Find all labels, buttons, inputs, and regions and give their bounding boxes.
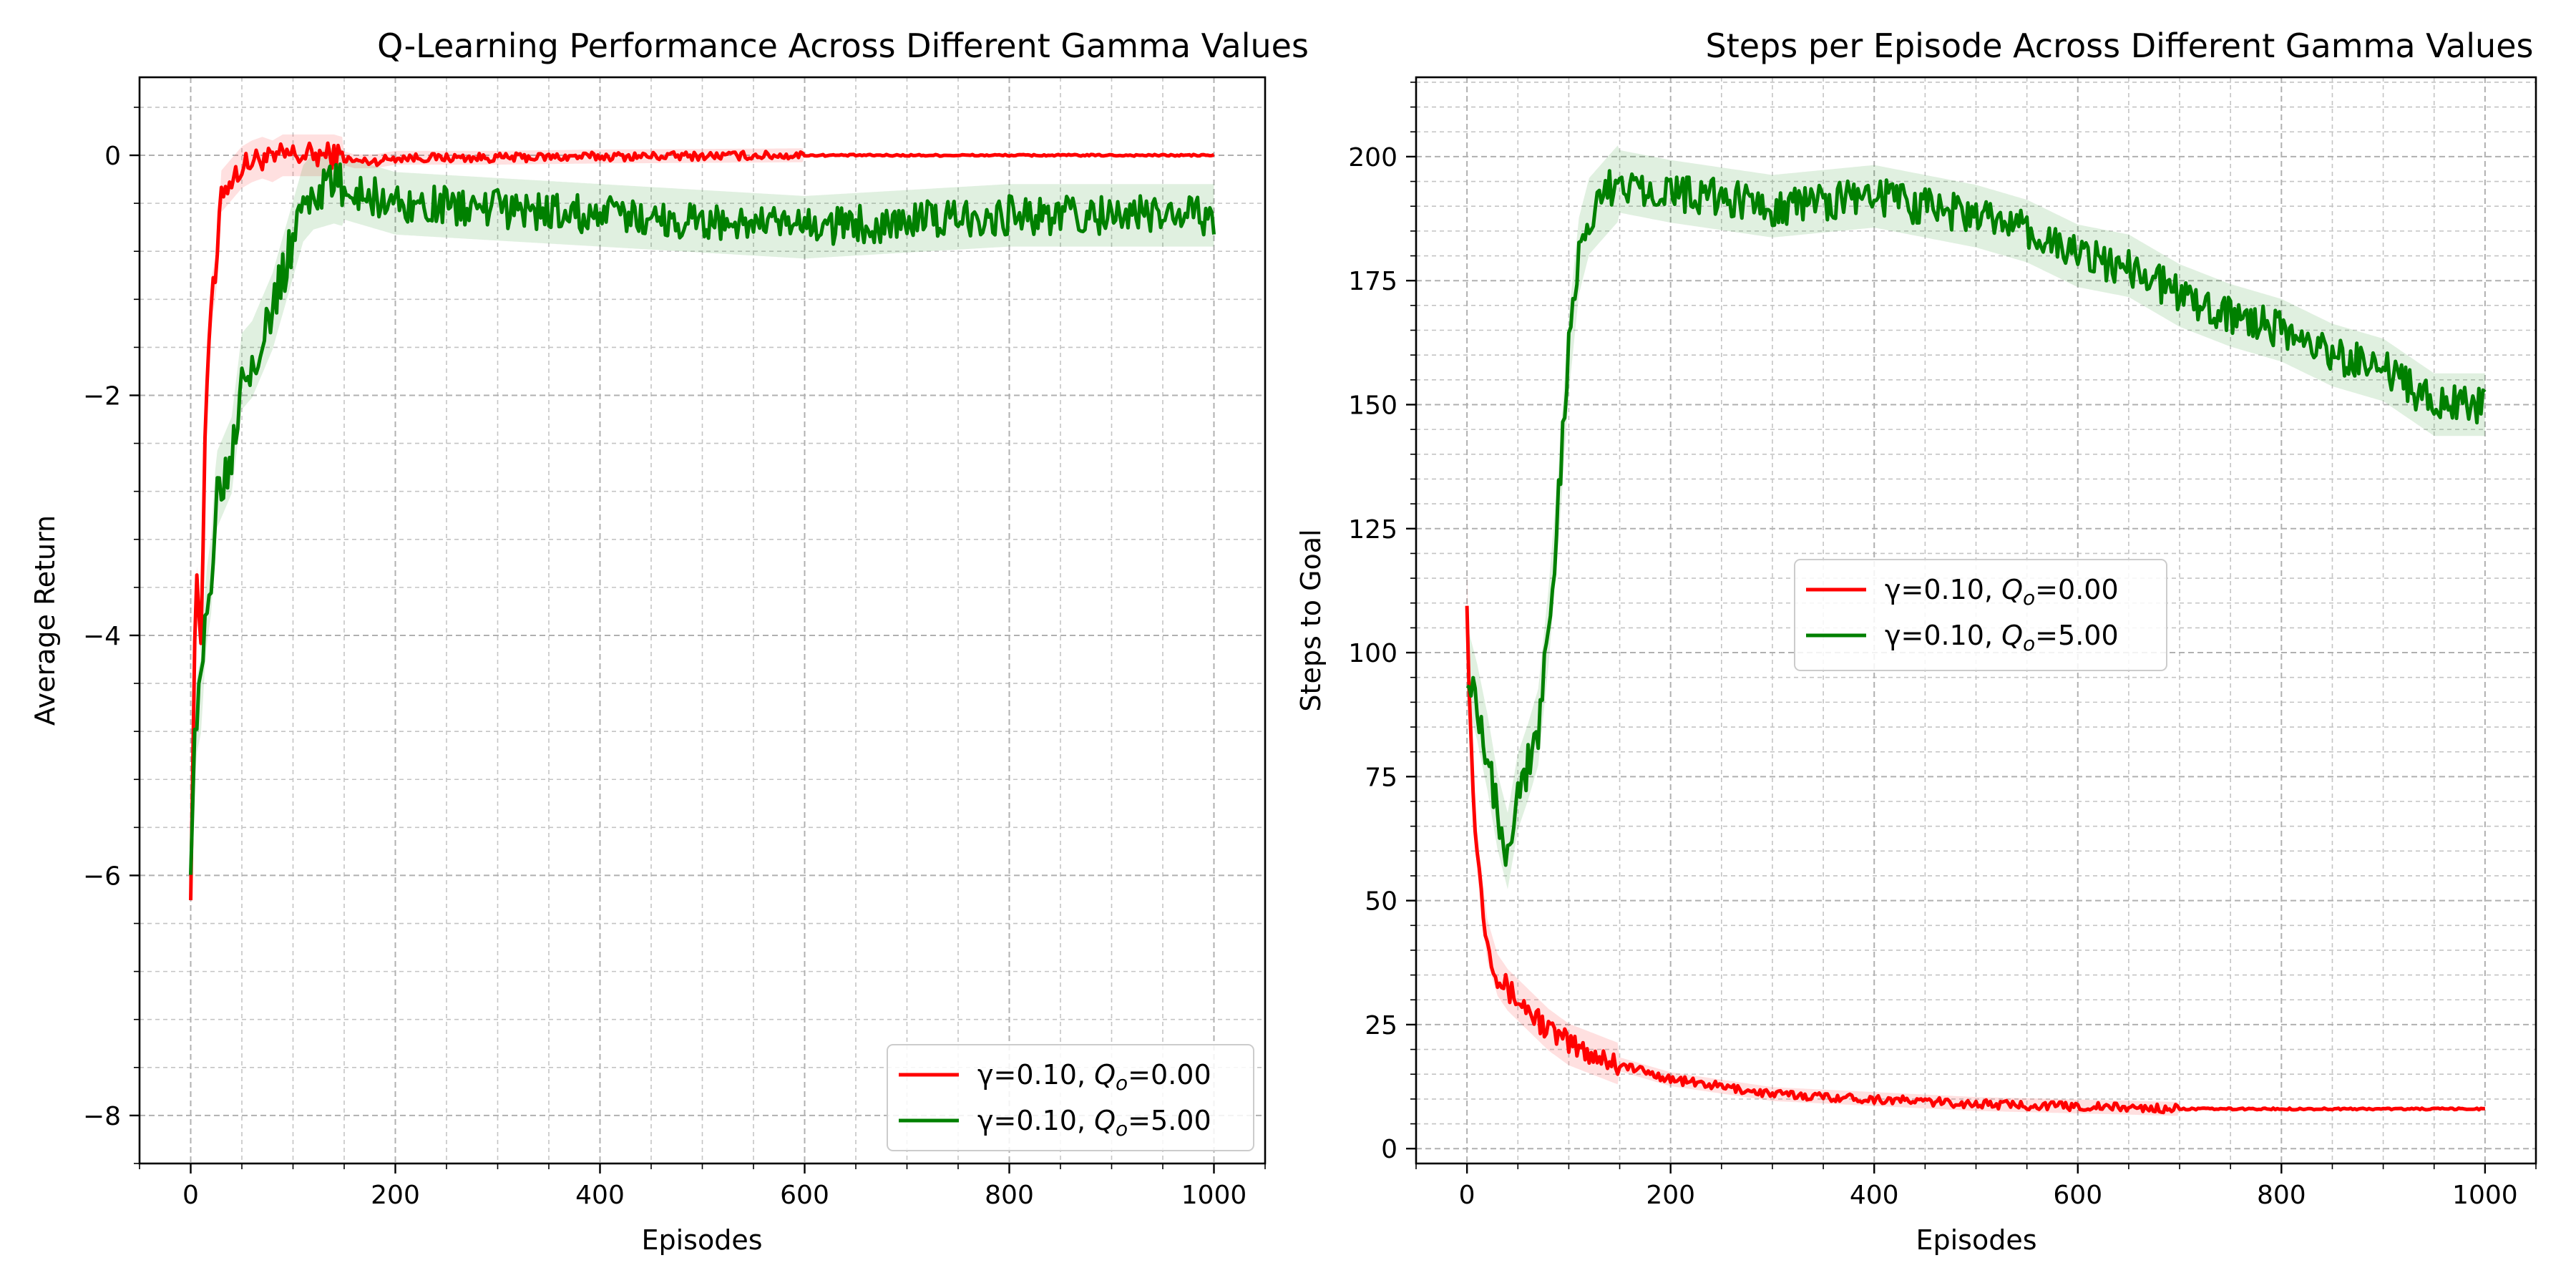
grid-right [1415,77,2537,1163]
legend-label-0: γ=0.10, Qo=0.00 [977,1059,1211,1095]
legend-right: γ=0.10, Qo=0.00 γ=0.10, Qo=5.00 [1794,559,2167,671]
series-line-1 [1465,169,2487,867]
x-axis-label-right: Episodes [1916,1224,2036,1256]
axis-ticks-left: 0 200 400 600 800 1000 −8 −6 −4 −2 0 [83,107,1266,1210]
x-tick-label: 800 [2257,1181,2306,1210]
series-band-1 [1467,145,2485,889]
x-tick-label: 800 [985,1181,1034,1210]
legend-left: γ=0.10, Qo=0.00 γ=0.10, Qo=5.00 [887,1044,1254,1151]
x-tick-label: 200 [1646,1181,1695,1210]
x-tick-label: 1000 [2452,1181,2518,1210]
series-line-1 [189,162,1216,875]
legend-box [1794,559,2167,671]
x-tick-label: 1000 [1181,1181,1247,1210]
chart-panel-left: Q-Learning Performance Across Different … [29,26,1309,1256]
y-tick-label: −8 [83,1102,121,1131]
y-tick-label: −6 [83,862,121,891]
legend-label-0: γ=0.10, Qo=0.00 [1885,574,2119,610]
y-tick-label: 0 [104,142,121,171]
x-tick-label: 0 [1459,1181,1475,1210]
x-tick-label: 600 [780,1181,829,1210]
y-tick-label: 100 [1348,639,1397,668]
series-right [1465,169,2487,1115]
y-axis-label-left: Average Return [29,515,61,726]
y-tick-label: 0 [1381,1135,1397,1164]
axis-ticks-right: 0 200 400 600 800 1000 0 25 50 75 100 125 150 175 200 [1348,82,2537,1210]
y-axis-label-right: Steps to Goal [1295,529,1327,711]
series-line-0 [1465,605,2486,1115]
x-tick-label: 600 [2053,1181,2102,1210]
x-tick-label: 400 [575,1181,625,1210]
y-tick-label: −2 [83,381,121,411]
chart-panel-right: Steps per Episode Across Different Gamma… [1295,26,2537,1256]
y-tick-label: 125 [1348,515,1397,545]
y-tick-label: 50 [1365,887,1397,917]
chart-title-right: Steps per Episode Across Different Gamma… [1706,26,2534,65]
x-tick-label: 0 [182,1181,199,1210]
x-tick-label: 400 [1850,1181,1899,1210]
x-tick-label: 200 [371,1181,420,1210]
x-axis-label-left: Episodes [641,1224,762,1256]
legend-label-1: γ=0.10, Qo=5.00 [977,1105,1211,1141]
series-left [189,141,1216,901]
y-tick-label: −4 [83,622,121,651]
legend-box [887,1044,1254,1151]
series-line-0 [189,141,1215,901]
y-tick-label: 75 [1365,763,1397,792]
series-band-0 [1467,572,2485,1116]
y-tick-label: 200 [1348,143,1397,172]
chart-title-left: Q-Learning Performance Across Different … [377,26,1309,65]
y-tick-label: 150 [1348,391,1397,420]
legend-label-1: γ=0.10, Qo=5.00 [1885,620,2119,655]
y-tick-label: 25 [1365,1011,1397,1040]
y-tick-label: 175 [1348,267,1397,296]
bands-right [1467,145,2485,1116]
